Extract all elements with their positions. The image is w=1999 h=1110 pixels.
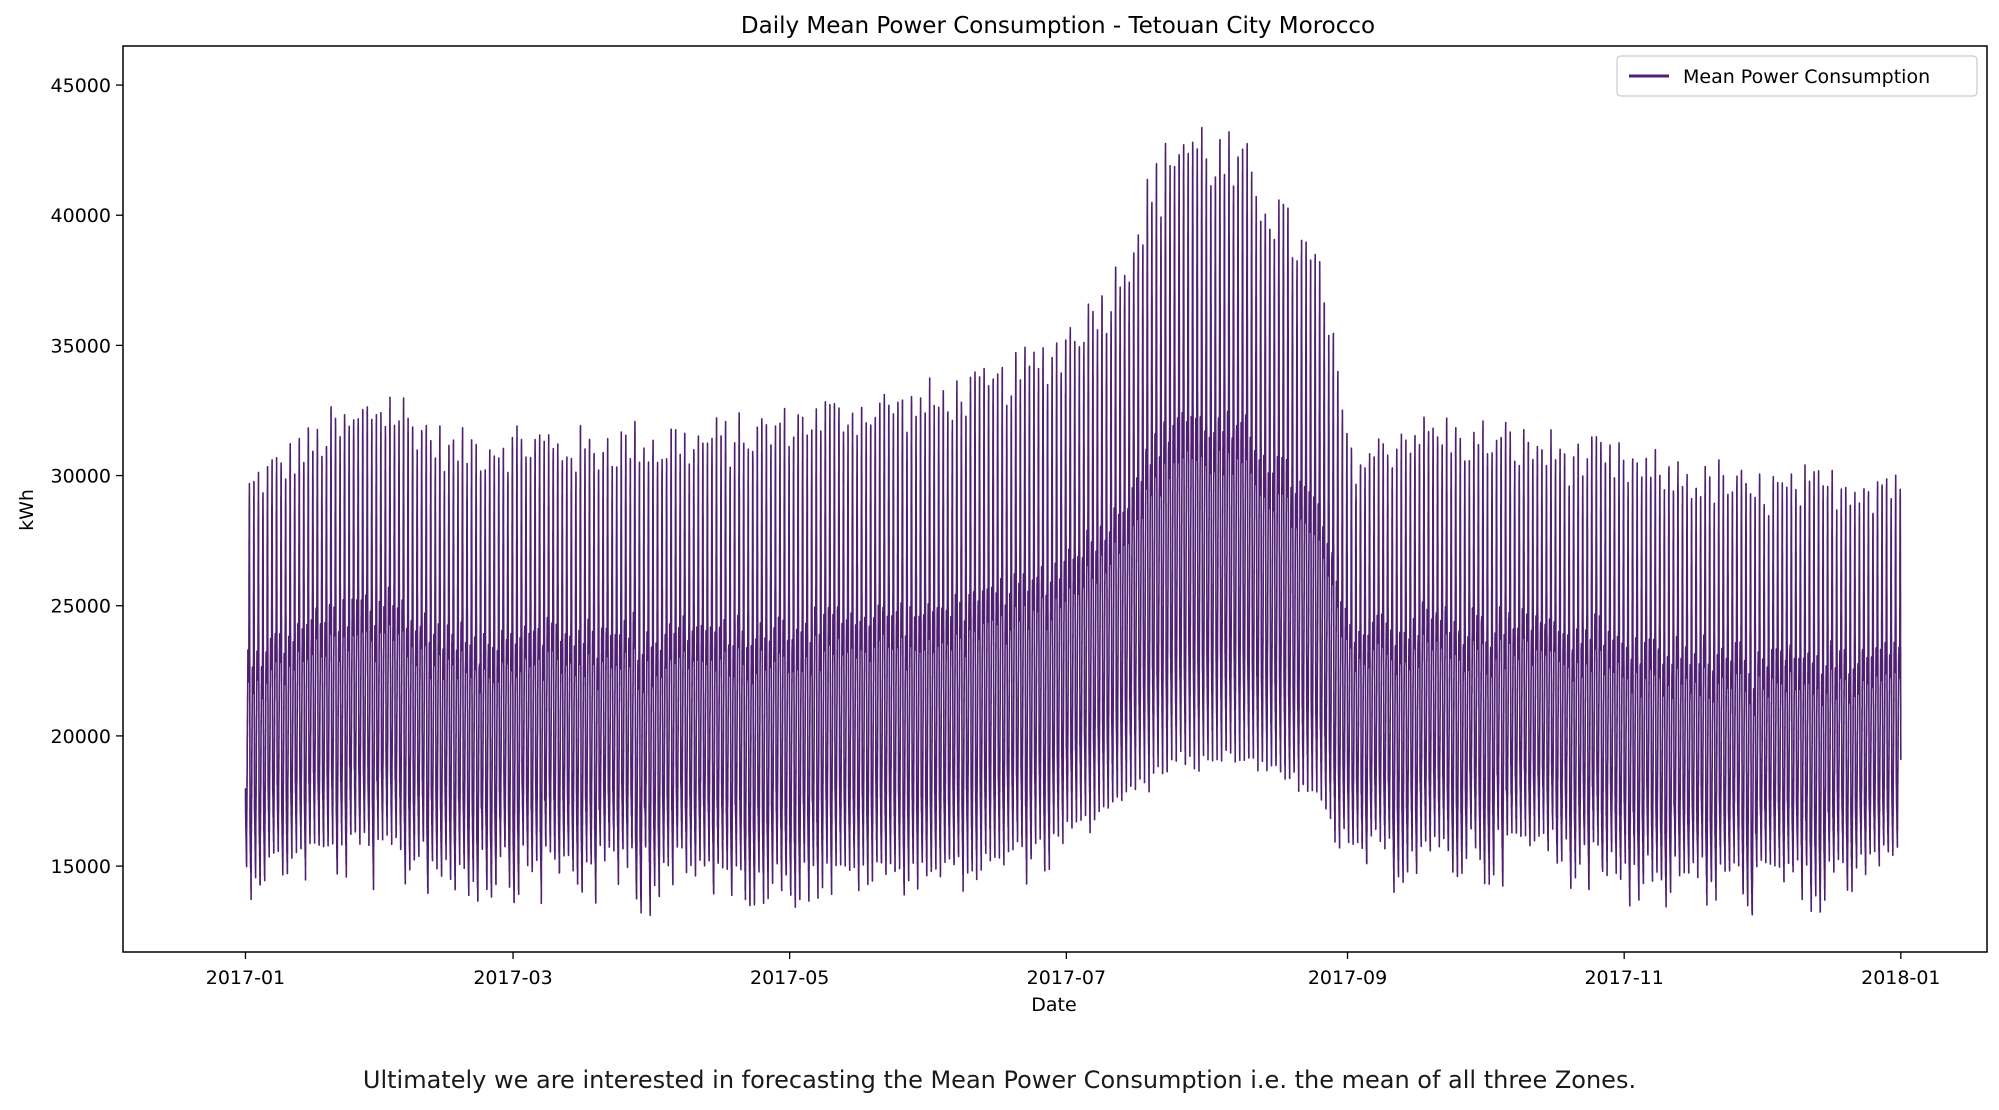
- x-tick-label: 2017-01: [206, 967, 285, 989]
- legend-label: Mean Power Consumption: [1683, 66, 1930, 88]
- chart-title: Daily Mean Power Consumption - Tetouan C…: [741, 13, 1375, 39]
- x-tick-label: 2017-11: [1584, 967, 1663, 989]
- y-tick-label: 40000: [51, 205, 111, 227]
- series-line: [244, 126, 1902, 916]
- x-tick-label: 2017-05: [750, 967, 829, 989]
- x-tick-label: 2017-03: [473, 967, 552, 989]
- legend: Mean Power Consumption: [1616, 55, 1978, 97]
- y-tick-label: 35000: [51, 335, 111, 357]
- x-tick-label: 2018-01: [1861, 967, 1940, 989]
- y-tick-label: 45000: [51, 75, 111, 97]
- y-tick-label: 25000: [51, 596, 111, 618]
- y-tick-label: 20000: [51, 726, 111, 748]
- plot-frame: [122, 45, 1988, 953]
- x-axis-label: Date: [1031, 994, 1076, 1016]
- y-tick-label: 30000: [51, 466, 111, 488]
- legend-box: [1616, 55, 1978, 97]
- x-tick-label: 2017-07: [1027, 967, 1106, 989]
- x-tick-label: 2017-09: [1308, 967, 1387, 989]
- y-axis-label: kWh: [16, 489, 38, 531]
- y-tick-label: 15000: [51, 856, 111, 878]
- caption-text: Ultimately we are interested in forecast…: [362, 1066, 1637, 1094]
